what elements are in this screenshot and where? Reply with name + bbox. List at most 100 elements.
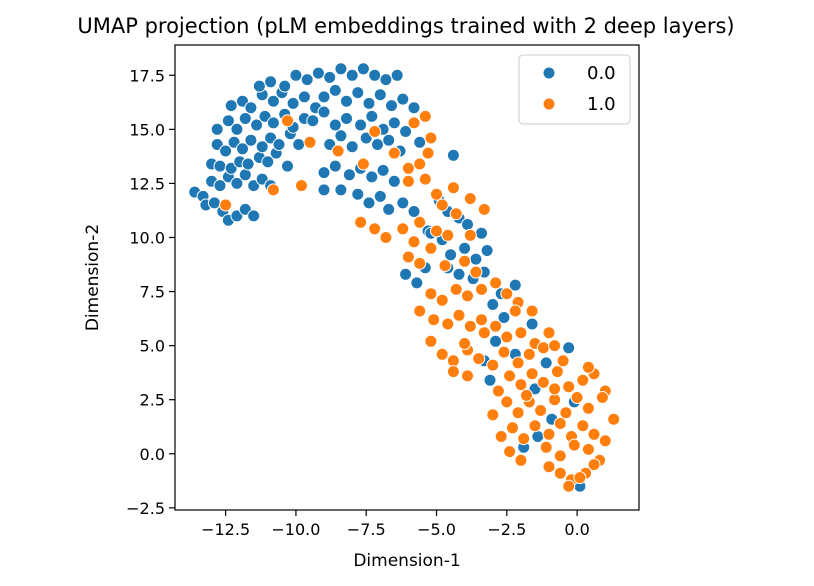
data-point-series-1-47 (427, 313, 441, 327)
data-point-series-0-72 (373, 88, 387, 102)
data-point-series-1-100 (514, 453, 528, 467)
data-point-series-1-116 (556, 354, 570, 368)
x-tick-label: −5.0 (417, 520, 456, 539)
data-point-series-0-102 (373, 189, 387, 203)
chart-title: UMAP projection (pLM embeddings trained … (77, 14, 734, 38)
data-point-series-0-27 (219, 144, 233, 158)
data-point-series-0-36 (210, 122, 224, 136)
data-point-series-0-145 (407, 101, 421, 115)
data-point-series-1-57 (435, 347, 449, 361)
data-point-series-0-103 (382, 202, 396, 216)
x-tick-label: −7.5 (347, 520, 386, 539)
data-point-series-1-113 (548, 382, 562, 396)
data-point-series-1-28 (368, 222, 382, 236)
data-point-series-0-63 (345, 68, 359, 82)
data-point-series-1-90 (506, 421, 519, 435)
data-point-series-1-121 (542, 326, 556, 340)
data-point-series-1-103 (567, 438, 581, 452)
y-tick-label: 7.5 (140, 283, 165, 302)
data-point-series-1-8 (387, 146, 401, 160)
data-point-series-1-3 (281, 114, 294, 128)
data-point-series-1-24 (430, 224, 443, 238)
data-point-series-1-112 (573, 471, 587, 485)
data-point-series-0-53 (297, 90, 311, 104)
data-point-series-0-98 (317, 183, 331, 197)
data-point-series-0-112 (475, 226, 488, 240)
data-point-series-0-38 (230, 122, 244, 136)
data-point-series-1-67 (446, 365, 460, 379)
data-point-series-1-117 (581, 360, 595, 374)
data-point-series-1-36 (458, 254, 472, 268)
data-point-series-0-35 (292, 138, 306, 151)
data-point-series-0-55 (252, 79, 266, 93)
data-point-series-0-114 (458, 241, 472, 255)
legend-label: 1.0 (587, 94, 616, 115)
data-point-series-1-51 (477, 326, 491, 340)
data-point-series-1-89 (494, 430, 508, 443)
legend-marker (542, 66, 556, 80)
data-point-series-0-71 (362, 96, 376, 110)
x-axis-label: Dimension-1 (353, 551, 460, 571)
data-point-series-0-57 (278, 79, 292, 93)
data-point-series-0-69 (340, 94, 353, 108)
data-point-series-0-25 (281, 159, 294, 173)
data-point-series-0-10 (213, 179, 227, 193)
data-point-series-1-42 (489, 276, 503, 290)
data-point-series-0-143 (413, 135, 427, 149)
data-point-series-0-8 (247, 209, 261, 223)
y-tick-label: 15.0 (129, 120, 165, 139)
data-point-series-0-109 (461, 218, 474, 231)
data-point-series-1-9 (401, 161, 415, 175)
data-point-series-1-38 (435, 293, 449, 307)
data-point-series-0-60 (311, 66, 325, 80)
data-point-series-1-61 (486, 358, 500, 372)
plot-frame (174, 44, 640, 511)
y-axis: −2.5 0.0 2.5 5.0 7.5 10.0 12.5 15.0 17.5 (126, 66, 175, 518)
data-point-series-1-41 (475, 282, 488, 296)
data-point-series-1-35 (438, 259, 452, 273)
data-point-series-0-104 (396, 196, 410, 210)
data-point-series-1-118 (475, 313, 488, 327)
x-tick-label: −10.0 (271, 520, 320, 539)
data-point-series-1-79 (500, 395, 514, 409)
data-point-series-0-141 (508, 278, 522, 292)
data-point-series-0-73 (385, 99, 398, 113)
data-point-series-0-142 (446, 148, 460, 162)
data-point-series-1-110 (587, 458, 601, 472)
data-point-series-1-29 (379, 231, 393, 244)
data-point-series-0-74 (396, 92, 410, 106)
data-point-series-1-1 (266, 183, 280, 197)
data-point-series-0-92 (328, 159, 342, 173)
data-point-series-1-13 (407, 116, 421, 130)
data-point-series-0-37 (221, 114, 235, 128)
data-point-series-1-19 (435, 198, 449, 212)
data-point-series-0-116 (480, 244, 494, 257)
data-point-series-1-22 (477, 202, 491, 216)
data-point-series-0-40 (250, 118, 264, 132)
data-point-series-0-89 (382, 133, 396, 147)
data-point-series-1-16 (418, 172, 432, 186)
data-point-series-0-56 (264, 75, 278, 89)
data-point-series-1-26 (463, 228, 477, 242)
data-point-series-1-2 (295, 179, 308, 193)
data-point-series-0-70 (351, 86, 365, 100)
data-point-series-1-115 (491, 384, 505, 398)
data-point-series-0-48 (244, 101, 258, 115)
data-point-series-0-144 (390, 68, 404, 82)
data-point-series-1-32 (424, 241, 438, 255)
data-point-series-0-121 (399, 267, 413, 281)
data-point-series-1-60 (472, 352, 486, 366)
data-point-series-0-50 (266, 94, 280, 108)
data-point-series-1-27 (354, 215, 368, 229)
data-point-series-0-137 (562, 341, 576, 355)
data-point-series-0-59 (300, 73, 314, 87)
data-point-series-1-39 (449, 282, 463, 296)
data-point-series-1-50 (463, 319, 477, 333)
data-point-series-1-122 (469, 265, 483, 279)
data-point-series-0-31 (255, 140, 269, 154)
data-point-series-0-23 (261, 155, 275, 169)
data-point-series-0-65 (368, 68, 382, 82)
data-point-series-1-49 (452, 308, 466, 322)
data-point-series-0-75 (306, 114, 320, 128)
data-point-series-1-70 (514, 378, 528, 392)
